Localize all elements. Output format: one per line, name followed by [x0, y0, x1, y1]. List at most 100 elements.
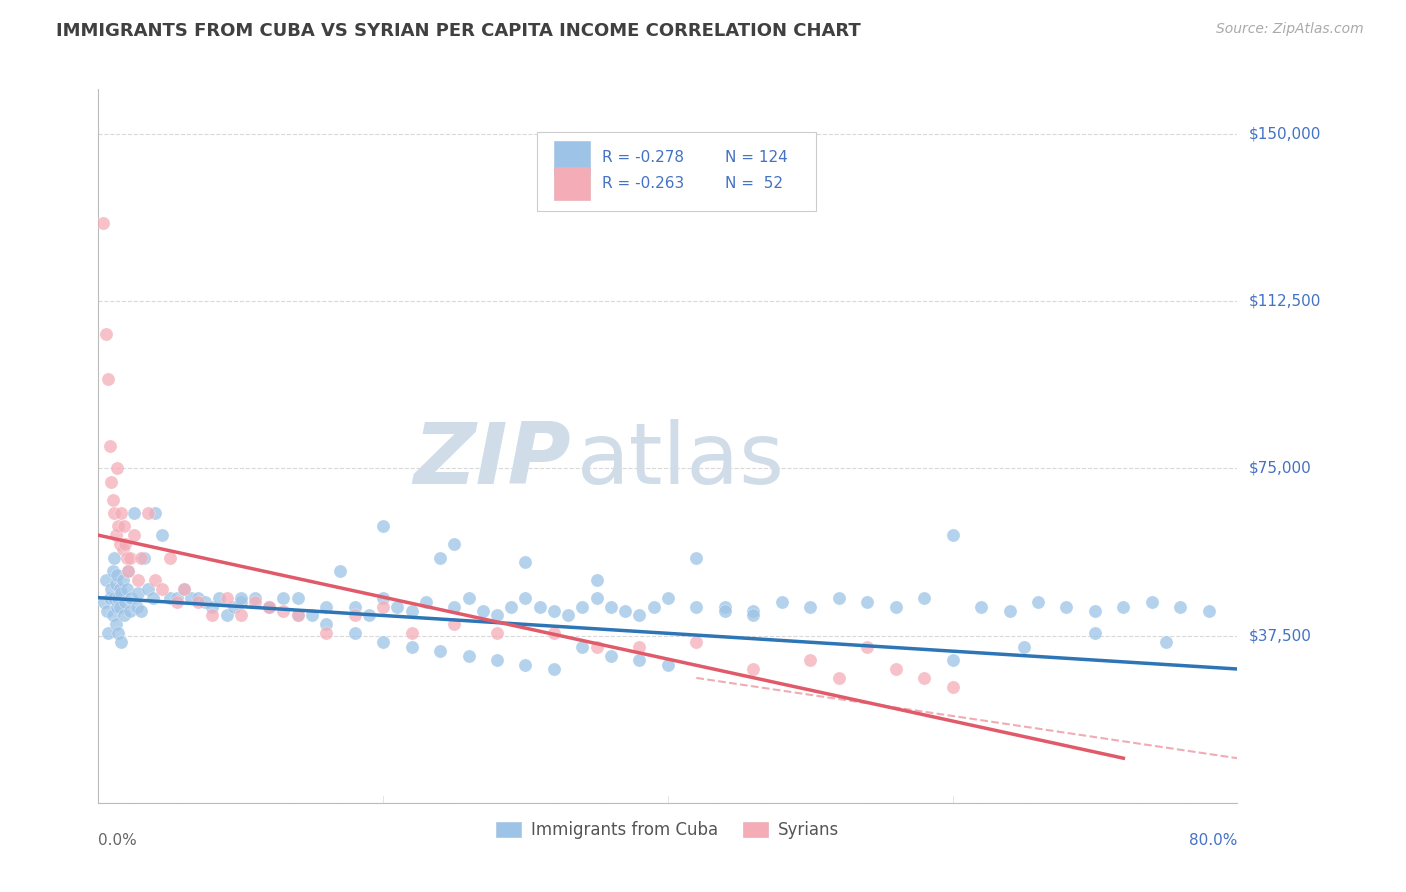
Point: [166, 591, 188, 605]
Point: [486, 653, 509, 667]
Point: [215, 608, 238, 623]
Point: [104, 577, 127, 591]
Point: [799, 653, 821, 667]
Point: [215, 591, 238, 605]
Point: [685, 599, 707, 614]
Point: [685, 550, 707, 565]
Point: [129, 550, 152, 565]
Point: [1084, 626, 1107, 640]
Point: [1026, 595, 1049, 609]
Point: [799, 599, 821, 614]
Point: [111, 573, 134, 587]
Point: [114, 595, 136, 609]
Point: [585, 591, 607, 605]
Point: [884, 599, 907, 614]
Point: [243, 591, 266, 605]
Point: [600, 599, 623, 614]
Point: [110, 635, 132, 649]
Point: [529, 599, 551, 614]
Text: IMMIGRANTS FROM CUBA VS SYRIAN PER CAPITA INCOME CORRELATION CHART: IMMIGRANTS FROM CUBA VS SYRIAN PER CAPIT…: [56, 22, 860, 40]
Point: [856, 595, 879, 609]
Point: [173, 582, 195, 596]
Point: [101, 608, 124, 623]
Point: [371, 635, 394, 649]
Point: [1056, 599, 1078, 614]
Point: [884, 662, 907, 676]
Point: [571, 640, 593, 654]
Point: [1140, 595, 1163, 609]
Point: [103, 591, 125, 605]
Point: [194, 595, 217, 609]
Point: [136, 506, 159, 520]
Point: [100, 475, 122, 489]
Text: $37,500: $37,500: [1249, 628, 1312, 643]
Point: [628, 608, 651, 623]
Point: [97, 372, 120, 386]
Text: atlas: atlas: [576, 418, 785, 502]
Point: [457, 648, 479, 663]
Text: Source: ZipAtlas.com: Source: ZipAtlas.com: [1216, 22, 1364, 37]
Point: [115, 550, 138, 565]
Point: [1012, 640, 1035, 654]
Point: [104, 528, 127, 542]
Point: [1198, 604, 1220, 618]
Point: [107, 519, 129, 533]
Point: [401, 640, 423, 654]
Text: 80.0%: 80.0%: [1189, 833, 1237, 848]
FancyBboxPatch shape: [554, 141, 591, 174]
Point: [543, 662, 565, 676]
Point: [315, 626, 337, 640]
Point: [243, 595, 266, 609]
Point: [187, 595, 209, 609]
Point: [970, 599, 993, 614]
Point: [105, 461, 128, 475]
Point: [127, 586, 149, 600]
Point: [443, 537, 465, 551]
Point: [132, 550, 155, 565]
Point: [343, 608, 366, 623]
Point: [122, 528, 145, 542]
Point: [585, 573, 607, 587]
Point: [259, 599, 281, 614]
Point: [557, 608, 579, 623]
Point: [912, 671, 935, 685]
Point: [942, 528, 965, 542]
Point: [187, 591, 209, 605]
Point: [912, 591, 935, 605]
Point: [515, 657, 537, 672]
Point: [127, 573, 149, 587]
Point: [415, 595, 437, 609]
Point: [543, 626, 565, 640]
Point: [159, 550, 181, 565]
Point: [112, 519, 135, 533]
Point: [93, 595, 115, 609]
Point: [105, 568, 128, 582]
Text: $150,000: $150,000: [1249, 127, 1320, 141]
Point: [118, 604, 141, 618]
Point: [180, 591, 202, 605]
Point: [101, 492, 124, 507]
Point: [96, 604, 118, 618]
Text: N = 124: N = 124: [725, 150, 787, 165]
Point: [273, 604, 295, 618]
Point: [371, 519, 394, 533]
Point: [287, 608, 309, 623]
Point: [515, 591, 537, 605]
Point: [108, 599, 131, 614]
FancyBboxPatch shape: [537, 132, 815, 211]
Point: [201, 599, 224, 614]
Text: 0.0%: 0.0%: [98, 833, 138, 848]
Point: [100, 582, 122, 596]
Point: [105, 599, 128, 614]
Point: [110, 586, 132, 600]
Point: [714, 604, 737, 618]
Point: [387, 599, 409, 614]
Point: [101, 564, 124, 578]
Point: [401, 604, 423, 618]
Point: [343, 626, 366, 640]
Point: [543, 604, 565, 618]
Text: $112,500: $112,500: [1249, 293, 1320, 309]
Point: [343, 599, 366, 614]
Point: [443, 617, 465, 632]
Point: [145, 573, 167, 587]
